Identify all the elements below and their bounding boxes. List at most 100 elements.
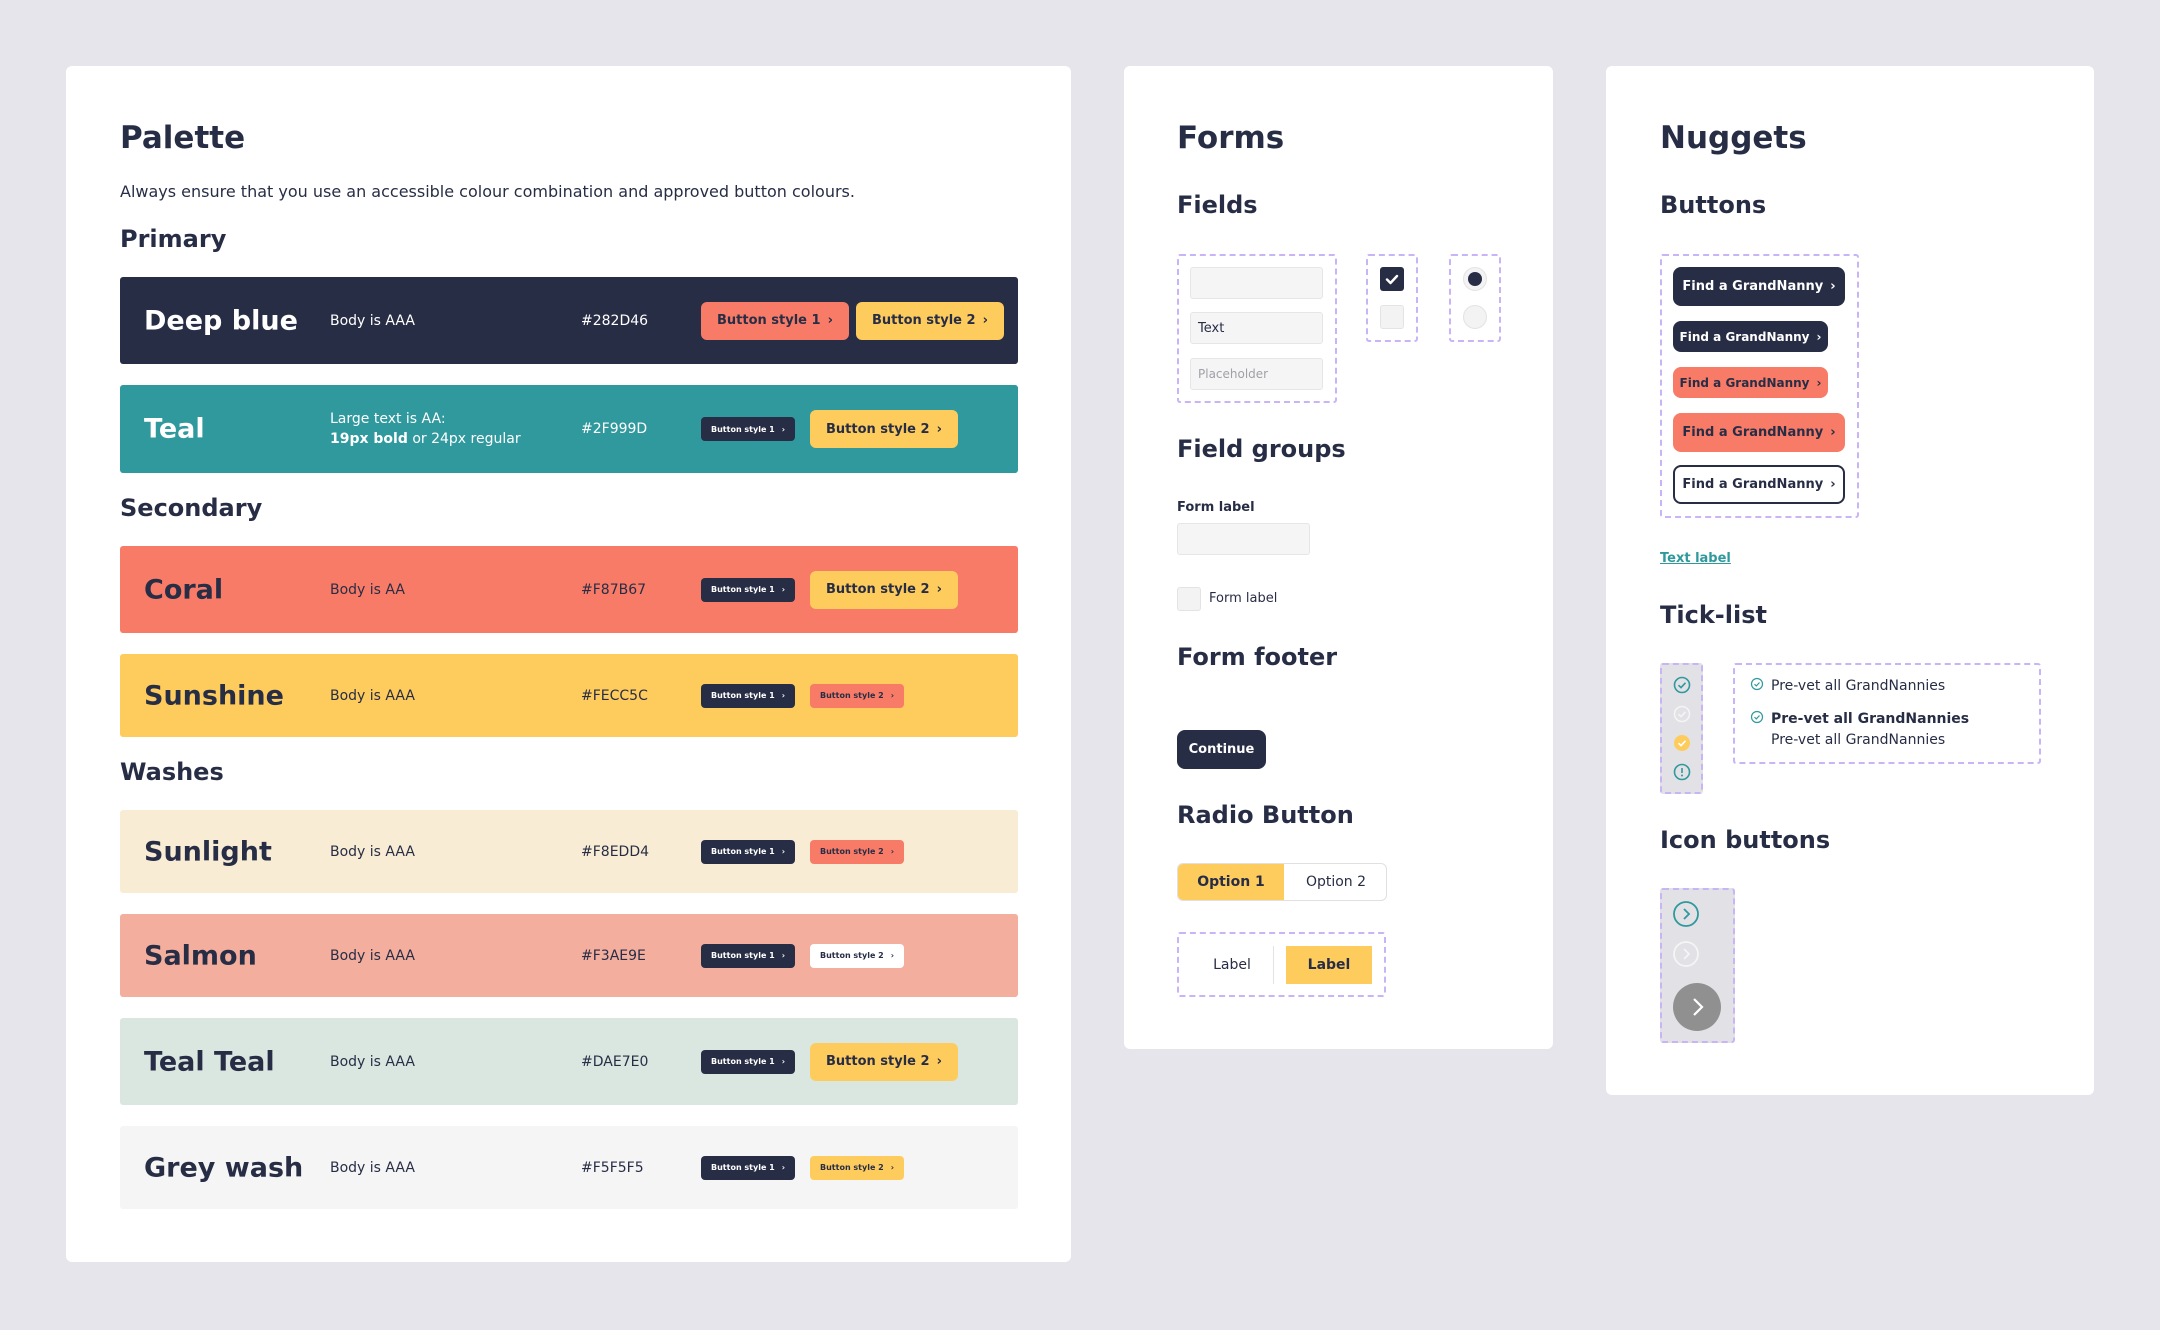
palette-description: Always ensure that you use an accessible… bbox=[120, 182, 855, 201]
color-hex: #F3AE9E bbox=[581, 947, 646, 964]
section-washes: Washes bbox=[120, 758, 224, 786]
button-style-1[interactable]: Button style 1 › bbox=[701, 577, 796, 602]
tick-list-group bbox=[1733, 663, 2041, 764]
forms-title: Forms bbox=[1177, 120, 1285, 156]
color-name: Sunlight bbox=[144, 836, 272, 867]
color-body-rating: Body is AAA bbox=[330, 843, 415, 860]
checkbox-unchecked[interactable] bbox=[1380, 305, 1404, 329]
chevron-right-icon: › bbox=[781, 847, 786, 856]
button-style-2[interactable]: Button style 2 › bbox=[810, 943, 905, 968]
body-line-2: 19px bold or 24px regular bbox=[330, 431, 521, 447]
fields-group bbox=[1177, 254, 1337, 403]
palette-row-sunshine: Sunshine Body is AAA #FECC5C Button styl… bbox=[120, 654, 1018, 737]
chevron-right-icon: › bbox=[936, 1054, 942, 1069]
button-style-2[interactable]: Button style 2 › bbox=[810, 1155, 905, 1180]
palette-row-teal-teal: Teal Teal Body is AAA #DAE7E0 Button sty… bbox=[120, 1018, 1018, 1105]
option-2-button[interactable]: Option 2 bbox=[1305, 874, 1367, 890]
color-body-rating: Large text is AA: 19px bold or 24px regu… bbox=[330, 409, 521, 449]
color-body-rating: Body is AAA bbox=[330, 1053, 415, 1070]
find-grandnanny-button-coral-small[interactable]: Find a GrandNanny › bbox=[1673, 367, 1828, 398]
checkbox-group bbox=[1366, 254, 1418, 342]
button-style-2[interactable]: Button style 2 › bbox=[810, 683, 905, 708]
chevron-circle-filled-icon-button[interactable] bbox=[1672, 982, 1722, 1032]
segmented-control: Option 1 Option 2 bbox=[1177, 863, 1387, 901]
chevron-right-icon: › bbox=[1816, 329, 1822, 344]
palette-title: Palette bbox=[120, 120, 246, 156]
tick-item-2-title: Pre-vet all GrandNannies bbox=[1771, 711, 1970, 727]
button-style-1[interactable]: Button style 1 › bbox=[701, 417, 796, 441]
filled-text-field[interactable]: Text bbox=[1190, 312, 1323, 344]
radio-dot bbox=[1468, 272, 1482, 286]
form-footer-title: Form footer bbox=[1177, 643, 1338, 671]
label-toggle-off[interactable]: Label bbox=[1213, 957, 1251, 973]
color-body-rating: Body is AA bbox=[330, 581, 405, 598]
option-1-button[interactable]: Option 1 bbox=[1178, 864, 1284, 900]
radio-unselected[interactable] bbox=[1463, 305, 1487, 329]
button-style-2[interactable]: Button style 2 › bbox=[810, 839, 905, 864]
button-style-2[interactable]: Button style 2 › bbox=[810, 410, 958, 448]
body-line-1: Large text is AA: bbox=[330, 411, 446, 427]
color-hex: #F5F5F5 bbox=[581, 1159, 644, 1176]
button-style-2[interactable]: Button style 2 › bbox=[856, 301, 1004, 340]
color-name: Deep blue bbox=[144, 305, 298, 336]
button-style-1[interactable]: Button style 1 › bbox=[701, 1155, 796, 1180]
checkbox-checked[interactable] bbox=[1380, 267, 1404, 291]
color-name: Sunshine bbox=[144, 680, 284, 711]
palette-row-grey-wash: Grey wash Body is AAA #F5F5F5 Button sty… bbox=[120, 1126, 1018, 1209]
color-hex: #DAE7E0 bbox=[581, 1053, 649, 1070]
find-grandnanny-button-outline[interactable]: Find a GrandNanny › bbox=[1673, 465, 1845, 504]
palette-row-coral: Coral Body is AA #F87B67 Button style 1 ›… bbox=[120, 546, 1018, 633]
text-label-link[interactable]: Text label bbox=[1660, 551, 1731, 566]
radio-group bbox=[1449, 254, 1501, 342]
chevron-right-icon: › bbox=[1830, 279, 1836, 294]
buttons-title: Buttons bbox=[1660, 191, 1767, 219]
fields-title: Fields bbox=[1177, 191, 1258, 219]
button-style-2[interactable]: Button style 2 › bbox=[810, 1042, 958, 1081]
form-label-input[interactable] bbox=[1177, 523, 1310, 555]
form-checkbox-label: Form label bbox=[1209, 591, 1278, 606]
find-grandnanny-button-dark-large[interactable]: Find a GrandNanny › bbox=[1673, 267, 1845, 306]
chevron-right-icon: › bbox=[890, 951, 895, 960]
chevron-circle-teal-icon-button[interactable] bbox=[1672, 900, 1700, 928]
form-checkbox[interactable] bbox=[1177, 587, 1201, 611]
nuggets-title: Nuggets bbox=[1660, 120, 1807, 156]
color-hex: #2F999D bbox=[581, 421, 648, 437]
placeholder-text-field[interactable]: Placeholder bbox=[1190, 358, 1323, 390]
label-toggle-on[interactable]: Label bbox=[1286, 946, 1372, 984]
palette-row-deep-blue: Deep blue Body is AAA #282D46 Button sty… bbox=[120, 277, 1018, 364]
find-grandnanny-button-dark-small[interactable]: Find a GrandNanny › bbox=[1673, 321, 1828, 352]
color-hex: #F8EDD4 bbox=[581, 843, 650, 860]
buttons-group bbox=[1660, 254, 1859, 518]
chevron-right-icon: › bbox=[781, 691, 786, 700]
button-style-1[interactable]: Button style 1 › bbox=[701, 1049, 796, 1074]
color-body-rating: Body is AAA bbox=[330, 312, 415, 329]
button-style-2[interactable]: Button style 2 › bbox=[810, 570, 958, 609]
chevron-circle-light-icon-button[interactable] bbox=[1672, 940, 1700, 968]
chevron-right-icon: › bbox=[936, 582, 942, 597]
color-hex: #F87B67 bbox=[581, 581, 647, 598]
radio-button-title: Radio Button bbox=[1177, 801, 1354, 829]
chevron-right-icon: › bbox=[781, 424, 786, 434]
button-style-1[interactable]: Button style 1 › bbox=[701, 943, 796, 968]
section-secondary: Secondary bbox=[120, 494, 263, 522]
chevron-right-icon: › bbox=[890, 1163, 895, 1172]
button-style-1[interactable]: Button style 1 › bbox=[701, 683, 796, 708]
find-grandnanny-button-coral-large[interactable]: Find a GrandNanny › bbox=[1673, 413, 1845, 452]
color-name: Teal bbox=[144, 413, 205, 445]
button-style-1[interactable]: Button style 1 › bbox=[701, 839, 796, 864]
button-style-1[interactable]: Button style 1 › bbox=[701, 301, 849, 340]
form-label: Form label bbox=[1177, 500, 1255, 515]
radio-selected[interactable] bbox=[1463, 267, 1487, 291]
field-groups-title: Field groups bbox=[1177, 435, 1346, 463]
empty-text-field[interactable] bbox=[1190, 267, 1323, 299]
chevron-right-icon: › bbox=[1816, 375, 1822, 390]
section-primary: Primary bbox=[120, 225, 227, 253]
toggle-divider bbox=[1273, 946, 1274, 984]
tick-item-2-subtitle: Pre-vet all GrandNannies bbox=[1771, 732, 1946, 748]
chevron-right-icon: › bbox=[982, 313, 988, 328]
chevron-right-icon: › bbox=[781, 585, 786, 594]
continue-button[interactable]: Continue bbox=[1177, 730, 1266, 769]
color-name: Salmon bbox=[144, 940, 257, 971]
color-name: Teal Teal bbox=[144, 1046, 275, 1077]
color-name: Coral bbox=[144, 574, 224, 605]
